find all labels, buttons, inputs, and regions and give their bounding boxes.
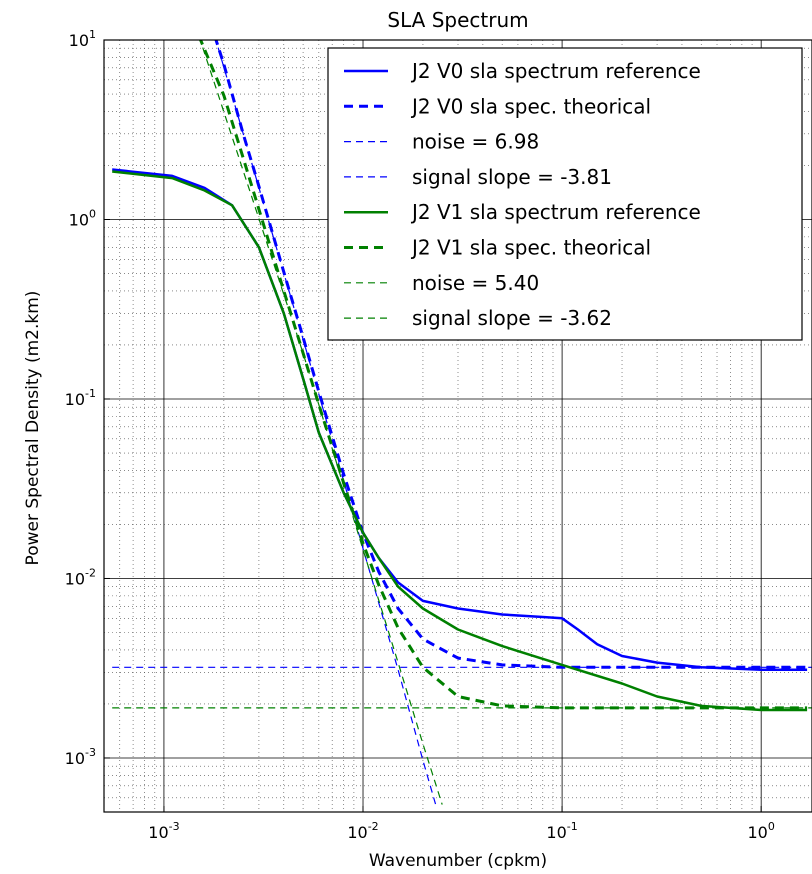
y-tick-label: 10-1 [65, 387, 96, 409]
y-ticks: 10-3 10-2 10-1 100 101 [65, 28, 110, 768]
x-tick-label: 10-1 [546, 820, 577, 842]
legend-label: J2 V0 sla spec. theorical [410, 94, 651, 118]
x-tick-label: 10-3 [148, 820, 179, 842]
legend-label: signal slope = -3.81 [412, 165, 612, 189]
legend-label: J2 V1 sla spectrum reference [410, 200, 701, 224]
legend-label: noise = 6.98 [412, 130, 539, 154]
y-tick-label: 10-3 [65, 746, 96, 768]
legend-label: J2 V1 sla spec. theorical [410, 236, 651, 260]
legend-label: J2 V0 sla spectrum reference [410, 59, 701, 83]
series-line-5 [198, 40, 808, 710]
y-tick-label: 101 [69, 28, 96, 50]
legend: J2 V0 sla spectrum reference J2 V0 sla sp… [327, 47, 803, 341]
plot-frame [103, 39, 812, 813]
y-tick-label: 100 [69, 207, 96, 229]
x-tick-label: 10-2 [347, 820, 378, 842]
legend-label: noise = 5.40 [412, 271, 539, 295]
series-line-4 [112, 170, 808, 712]
y-tick-label: 10-2 [65, 566, 96, 588]
series-line-3 [215, 40, 438, 810]
y-axis-label: Power Spectral Density (m2.km) [23, 291, 43, 566]
x-axis-label: Wavenumber (cpkm) [369, 851, 547, 871]
legend-label: signal slope = -3.62 [412, 306, 612, 330]
chart-title: SLA Spectrum [387, 8, 528, 32]
legend-box [327, 47, 803, 341]
x-ticks: 10-3 10-2 10-1 100 [148, 806, 775, 842]
plot-series [112, 40, 812, 810]
x-tick-label: 100 [747, 820, 774, 842]
